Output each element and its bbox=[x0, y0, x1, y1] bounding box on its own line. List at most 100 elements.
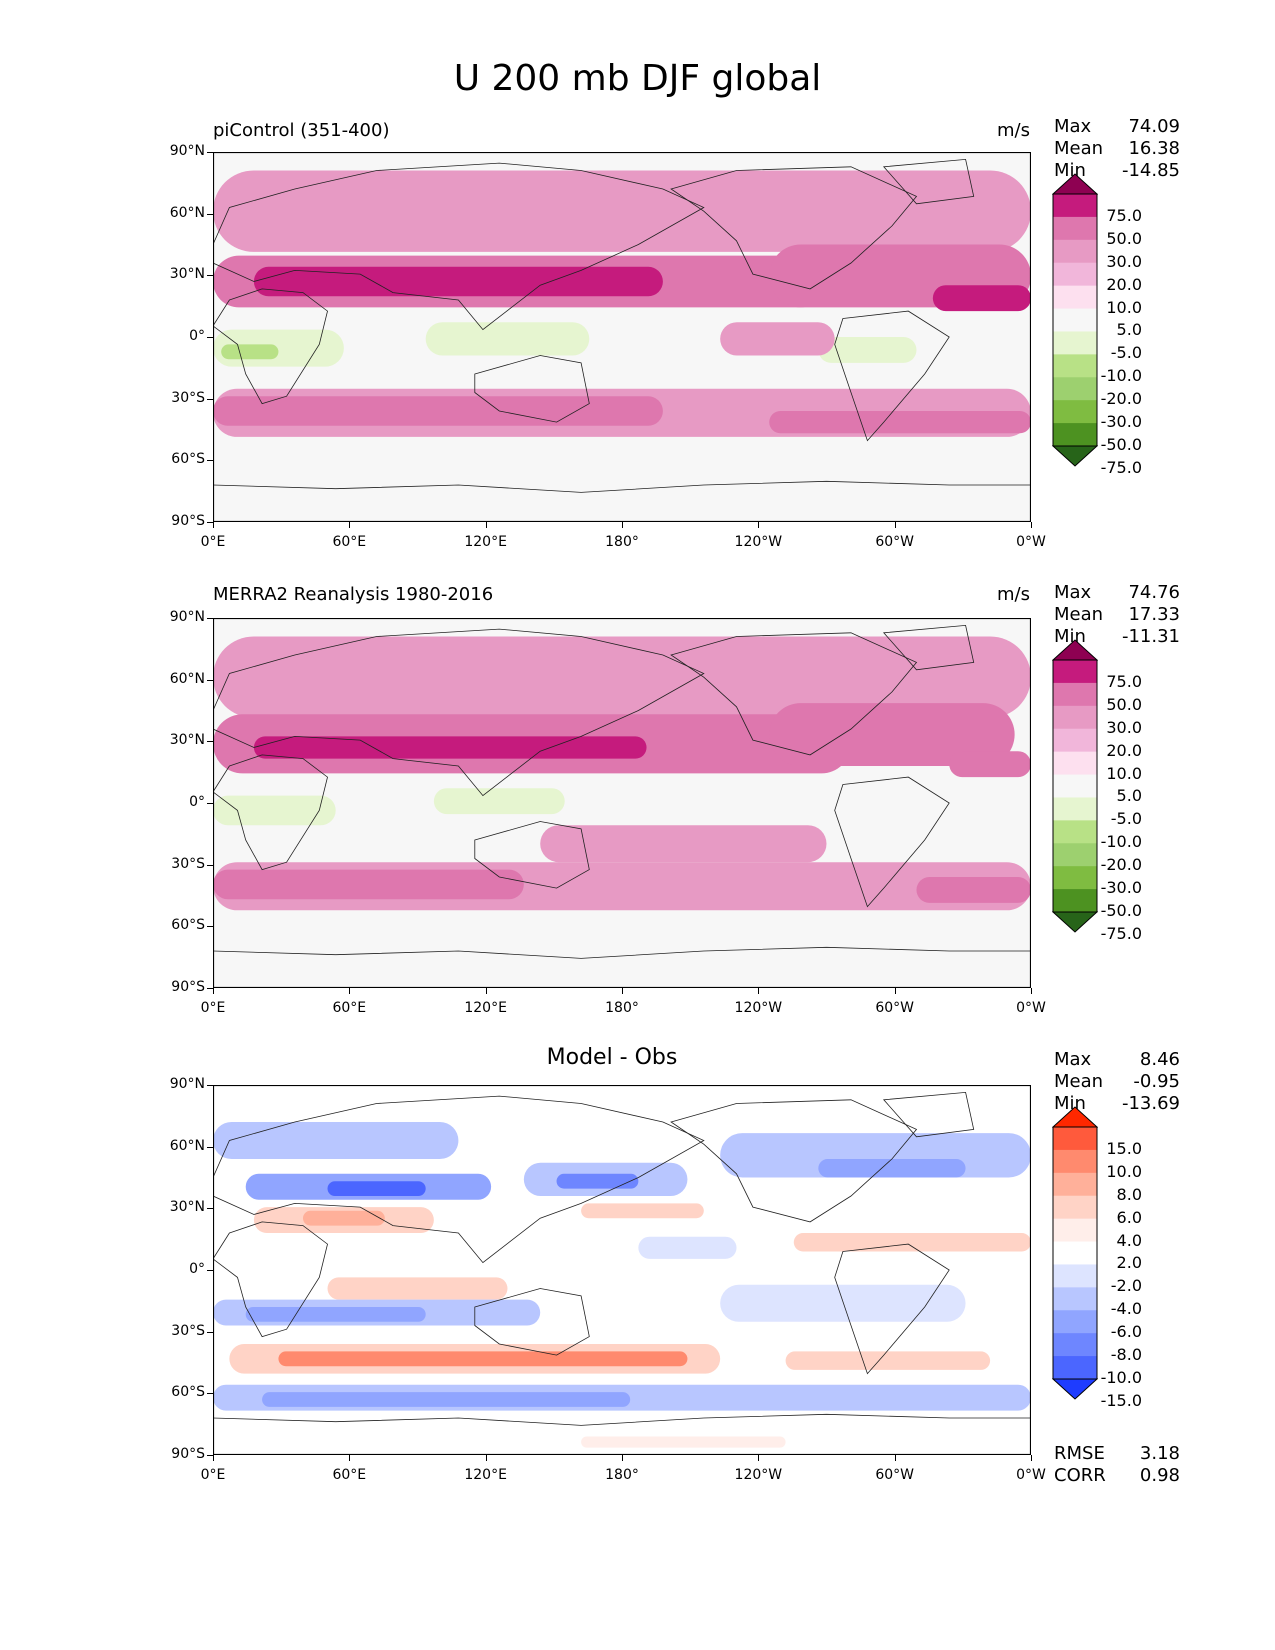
lon-tick-label: 180° bbox=[605, 1000, 639, 1016]
panel-2-title: MERRA2 Reanalysis 1980-2016 bbox=[213, 584, 494, 605]
lat-tick-mark bbox=[207, 1455, 213, 1456]
colorbar-tick-label: -20.0 bbox=[1100, 389, 1142, 409]
lon-tick-label: 120°W bbox=[734, 534, 783, 550]
colorbar-segment bbox=[1053, 820, 1097, 844]
lat-tick-label: 30°N bbox=[169, 1199, 205, 1216]
map-test bbox=[213, 152, 1031, 522]
coastline-1 bbox=[213, 754, 328, 871]
colorbar-tick-label: 8.0 bbox=[1116, 1184, 1142, 1204]
lon-tick-mark bbox=[213, 988, 214, 994]
lat-tick-label: 90°N bbox=[169, 609, 205, 625]
colorbar-tick-label: -15.0 bbox=[1100, 1390, 1142, 1410]
stat-label: Max bbox=[1054, 1049, 1092, 1070]
coastline-1 bbox=[213, 288, 328, 405]
contour-region-22 bbox=[581, 1436, 786, 1448]
lon-tick-label: 60°E bbox=[332, 534, 367, 550]
contour-region-9 bbox=[818, 337, 917, 363]
colorbar-diff bbox=[1052, 1106, 1098, 1400]
lat-tick-label: 90°N bbox=[169, 143, 205, 159]
colorbar-segment bbox=[1053, 262, 1097, 287]
colorbar-segment bbox=[1053, 1356, 1097, 1380]
lon-tick-mark bbox=[622, 522, 623, 528]
coastline-4 bbox=[670, 632, 918, 756]
contour-region-9 bbox=[302, 1210, 385, 1226]
figure-title: U 200 mb DJF global bbox=[453, 58, 822, 99]
lon-tick-label: 120°E bbox=[464, 1467, 507, 1483]
stat-value: -14.85 bbox=[1121, 160, 1180, 181]
lon-tick-label: 0°E bbox=[200, 1000, 226, 1016]
lon-tick-mark bbox=[894, 522, 896, 528]
lon-tick-mark bbox=[1031, 1455, 1032, 1461]
lon-tick-mark bbox=[758, 1455, 760, 1461]
colorbar-segment bbox=[1053, 774, 1097, 798]
colorbar-segment bbox=[1053, 308, 1097, 332]
colorbar-segment bbox=[1053, 194, 1097, 218]
colorbar-tick-label: -2.0 bbox=[1110, 1276, 1142, 1296]
stat-value: -11.31 bbox=[1121, 626, 1180, 647]
lat-tick-label: 60°S bbox=[171, 917, 205, 934]
contour-region-3 bbox=[327, 1181, 426, 1196]
contour-region-1 bbox=[213, 1122, 459, 1159]
coastline-5 bbox=[882, 158, 975, 205]
lat-tick-mark bbox=[207, 803, 213, 804]
lon-tick-mark bbox=[622, 988, 623, 994]
contour-region-8 bbox=[540, 825, 827, 863]
coastline-3 bbox=[474, 1288, 590, 1356]
lon-tick-label: 120°E bbox=[464, 534, 507, 550]
colorbar-tick-label: 4.0 bbox=[1116, 1230, 1142, 1250]
colorbar-segment bbox=[1053, 1264, 1097, 1288]
stat-value: -0.95 bbox=[1133, 1071, 1180, 1092]
colorbar-segment bbox=[1053, 1172, 1097, 1197]
lon-tick-mark bbox=[485, 522, 487, 528]
coastline-6 bbox=[834, 776, 950, 908]
colorbar-segment bbox=[1053, 889, 1097, 913]
colorbar-tick-label: -50.0 bbox=[1100, 901, 1142, 920]
map-frame bbox=[213, 618, 1031, 988]
contour-region-7 bbox=[433, 788, 565, 815]
colorbar-tick-label: 30.0 bbox=[1106, 251, 1142, 271]
colorbar-tick-label: -75.0 bbox=[1100, 923, 1142, 943]
lon-tick-mark bbox=[1031, 988, 1032, 994]
colorbar-segment bbox=[1053, 1149, 1097, 1174]
stat-label: CORR bbox=[1054, 1465, 1106, 1486]
coastline-2 bbox=[213, 162, 705, 331]
colorbar-tick-label: 75.0 bbox=[1106, 671, 1142, 691]
lon-tick-mark bbox=[485, 988, 487, 994]
lon-tick-label: 0°E bbox=[200, 534, 226, 550]
lat-tick-mark bbox=[207, 1085, 213, 1086]
contour-region-7 bbox=[221, 344, 279, 360]
lon-tick-label: 0°E bbox=[200, 1467, 226, 1483]
colorbar-tick-label: 20.0 bbox=[1106, 740, 1142, 760]
lon-tick-mark bbox=[349, 1455, 351, 1461]
colorbar-tick-label: 30.0 bbox=[1106, 717, 1142, 737]
colorbar-tick-label: 10.0 bbox=[1106, 297, 1142, 317]
colorbar-frame bbox=[1052, 659, 1098, 913]
colorbar-tick-label: -8.0 bbox=[1110, 1345, 1142, 1365]
map-frame bbox=[213, 1085, 1031, 1455]
contour-region-18 bbox=[278, 1351, 688, 1367]
lat-tick-mark bbox=[207, 1331, 213, 1333]
stat-label: RMSE bbox=[1054, 1443, 1105, 1464]
lat-tick-label: 60°N bbox=[169, 670, 205, 687]
contour-region-12 bbox=[213, 396, 663, 426]
coastline-7 bbox=[213, 1413, 1031, 1426]
contour-region-7 bbox=[818, 1159, 966, 1178]
coastline-1 bbox=[213, 1221, 328, 1338]
lat-tick-mark bbox=[207, 522, 213, 523]
contour-region-19 bbox=[785, 1351, 991, 1370]
colorbar-tick-label: 20.0 bbox=[1106, 274, 1142, 294]
colorbar-segment bbox=[1053, 1310, 1097, 1334]
coastline-6 bbox=[834, 1243, 950, 1375]
lat-tick-mark bbox=[207, 460, 213, 462]
stat-value: 74.09 bbox=[1128, 116, 1180, 137]
contour-region-10 bbox=[720, 322, 835, 356]
panel-1-title: piControl (351-400) bbox=[213, 120, 390, 141]
stat-label: Mean bbox=[1054, 1071, 1104, 1092]
lon-tick-mark bbox=[213, 522, 214, 528]
contour-region-12 bbox=[638, 1236, 737, 1259]
colorbar-segment bbox=[1053, 331, 1097, 355]
colorbar-ref bbox=[1052, 639, 1098, 933]
colorbar-segment bbox=[1053, 285, 1097, 310]
colorbar-extend-max bbox=[1052, 1106, 1098, 1128]
coastline-3 bbox=[474, 355, 590, 423]
